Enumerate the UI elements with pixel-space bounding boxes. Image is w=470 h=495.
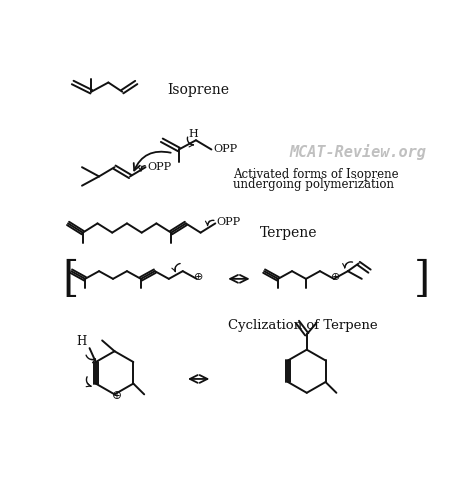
Text: ]: ] [414, 258, 430, 300]
Text: H: H [189, 129, 198, 139]
Text: Activated forms of Isoprene: Activated forms of Isoprene [233, 168, 399, 181]
Text: OPP: OPP [147, 162, 171, 172]
Text: Isoprene: Isoprene [167, 83, 229, 97]
Text: MCAT-Review.org: MCAT-Review.org [290, 144, 427, 160]
Text: ⊕: ⊕ [331, 272, 340, 282]
Text: ⊕: ⊕ [112, 390, 122, 402]
Text: undergoing polymerization: undergoing polymerization [233, 178, 394, 191]
Text: OPP: OPP [213, 145, 237, 154]
Text: OPP: OPP [217, 217, 241, 227]
Text: [: [ [63, 258, 79, 300]
Text: ⊕: ⊕ [194, 272, 203, 282]
Text: Terpene: Terpene [260, 226, 318, 240]
Text: H: H [77, 336, 87, 348]
Text: Cyclization of Terpene: Cyclization of Terpene [227, 319, 377, 332]
